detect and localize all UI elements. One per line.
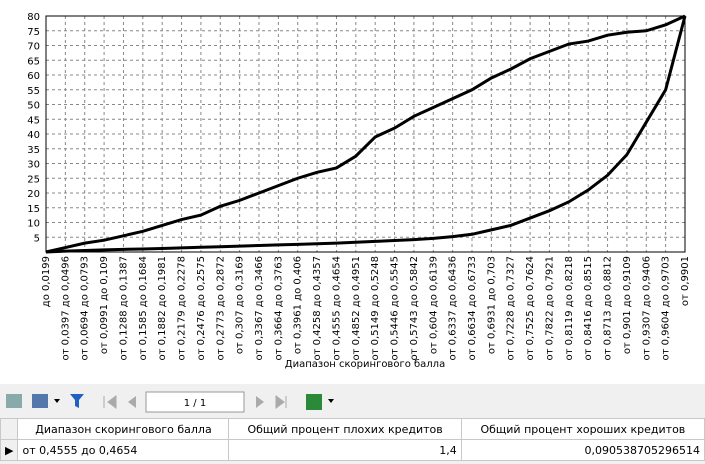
x-tick-label: от 0,604 до 0,6139	[428, 256, 439, 354]
x-tick-label: от 0,7525 до 0,7624	[525, 256, 536, 361]
dropdown[interactable]	[54, 399, 60, 403]
x-tick-label: от 0,1585 до 0,1684	[138, 256, 149, 361]
x-tick-label: от 0,7822 до 0,7921	[544, 256, 555, 361]
filter-button[interactable]	[70, 394, 84, 408]
columns-button[interactable]	[32, 394, 48, 408]
y-tick-label: 20	[27, 189, 40, 200]
last-button[interactable]	[275, 395, 287, 409]
y-tick-label: 40	[27, 130, 40, 141]
y-tick-label: 50	[27, 101, 40, 112]
x-tick-label: от 0,9604 до 0,9703	[661, 256, 672, 361]
x-tick-label: от 0,2179 до 0,2278	[177, 256, 188, 361]
column-header[interactable]: Диапазон скорингового балла	[17, 418, 230, 440]
toolbar-icons: 1 / 1	[6, 391, 334, 413]
y-tick-label: 45	[27, 115, 40, 126]
x-tick-label: от 0,8119 до 0,8218	[564, 256, 575, 361]
chart: Диапазон скорингового балла 5 10 15 20 25 30 3…	[0, 0, 705, 384]
table: Диапазон скорингового балла Общий процен…	[0, 418, 705, 461]
x-tick-label: от 0,2773 до 0,2872	[215, 256, 226, 361]
y-tick-label: 65	[27, 56, 40, 67]
y-tick-label: 5	[34, 233, 40, 244]
x-tick-label: от 0,6931 до 0,703	[486, 256, 497, 354]
x-tick-label: от 0,3961 до 0,406	[293, 256, 304, 354]
cell: 0,090538705296514	[460, 439, 705, 461]
x-tick-label: от 0,0397 до 0,0496	[60, 256, 71, 361]
x-tick-label: от 0,9307 до 0,9406	[641, 256, 652, 361]
x-tick-label: от 0,1882 до 0,1981	[157, 256, 168, 361]
y-tick-label: 80	[27, 12, 40, 23]
excel-button[interactable]	[306, 394, 322, 410]
x-tick-label: от 0,5446 до 0,5545	[390, 256, 401, 361]
line	[45, 15, 687, 254]
x-tick-label: от 0,4258 до 0,4357	[312, 256, 323, 361]
y-tick-label: 35	[27, 145, 40, 156]
x-tick-label: от 0,0694 до 0,0793	[80, 256, 91, 361]
x-tick-label: от 0,307 до 0,3169	[235, 256, 246, 354]
column-header[interactable]: Общий процент плохих кредитов	[228, 418, 462, 440]
y-tick-label: 60	[27, 71, 40, 82]
data-row[interactable]: ▶ от 0,4555 до 0,4654 1,4 0,090538705296…	[0, 439, 705, 461]
x-tick-label: от 0,6634 до 0,6733	[467, 256, 478, 361]
props-button[interactable]	[6, 394, 22, 408]
x-tick-label: до 0,0199	[41, 256, 52, 307]
x-tick-label: от 0,5149 до 0,5248	[370, 256, 381, 361]
x-tick-label: от 0,901 до 0,9109	[622, 256, 633, 354]
x-tick-label: от 0,4555 до 0,4654	[331, 256, 342, 361]
x-tick-label: от 0,2476 до 0,2575	[196, 256, 207, 361]
y-tick-label: 75	[27, 27, 40, 38]
x-tick-label: от 0,9901	[680, 256, 691, 306]
y-tick-label: 70	[27, 42, 40, 53]
y-tick-label: 30	[27, 160, 40, 171]
x-tick-label: от 0,0991 до 0,109	[99, 256, 110, 354]
cell: 1,4	[228, 439, 462, 461]
header-row: Диапазон скорингового балла Общий процен…	[0, 418, 705, 440]
y-tick-label: 10	[27, 219, 40, 230]
next-button[interactable]	[256, 396, 264, 408]
dropdown[interactable]	[328, 399, 334, 403]
x-tick-label: от 0,8713 до 0,8812	[603, 256, 614, 361]
y-tick-label: 15	[27, 204, 40, 215]
x-tick-label: от 0,6337 до 0,6436	[448, 256, 459, 361]
x-tick-label: от 0,5743 до 0,5842	[409, 256, 420, 361]
column-header[interactable]: Общий процент хороших кредитов	[460, 418, 705, 440]
line	[45, 14, 686, 254]
x-axis-label: Диапазон скорингового балла	[285, 359, 445, 370]
x-tick-label: от 0,3367 до 0,3466	[254, 256, 265, 361]
prev-button[interactable]	[128, 396, 136, 408]
toolbar: 1 / 1	[0, 388, 705, 416]
x-tick-label: от 0,1288 до 0,1387	[118, 256, 129, 361]
plot-frame	[45, 15, 686, 253]
x-tick-label: от 0,4852 до 0,4951	[351, 256, 362, 361]
cell: от 0,4555 до 0,4654	[17, 439, 230, 461]
x-tick-label: от 0,7228 до 0,7327	[506, 256, 517, 361]
x-tick-label: от 0,8416 до 0,8515	[583, 256, 594, 361]
x-tick-label: от 0,3664 до 0,3763	[273, 256, 284, 361]
page-number: 1 / 1	[184, 398, 206, 409]
page-box[interactable]	[145, 391, 245, 413]
first-button[interactable]	[103, 395, 117, 409]
y-tick-label: 55	[27, 86, 40, 97]
y-tick-label: 25	[27, 174, 40, 185]
